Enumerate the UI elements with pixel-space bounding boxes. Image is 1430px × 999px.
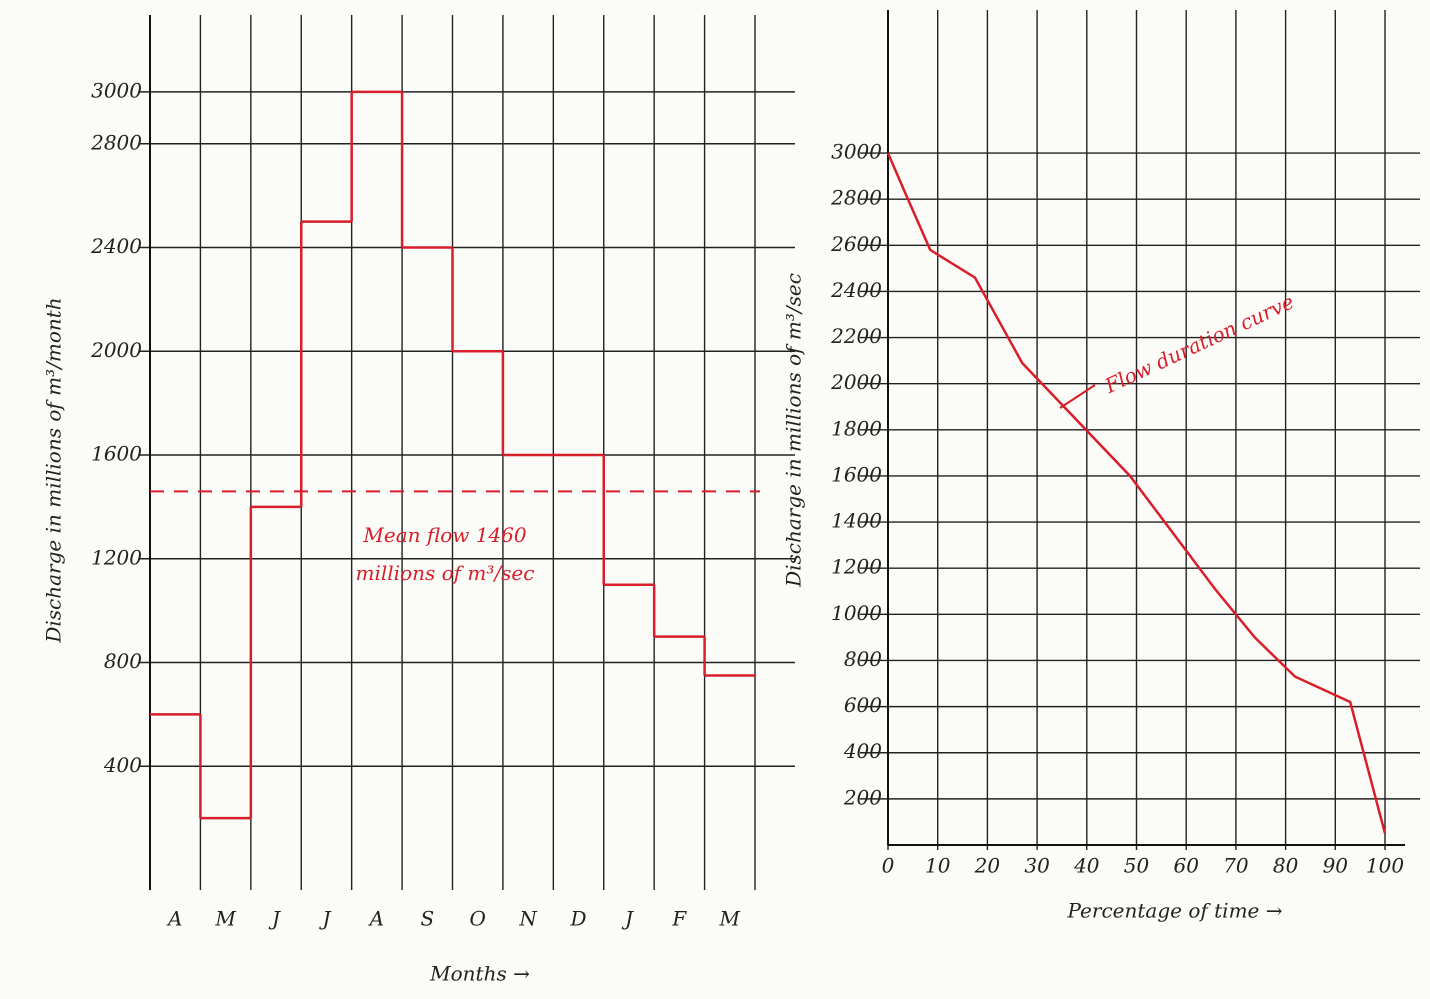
y-tick-label: 2400 bbox=[90, 234, 142, 258]
y-tick-label: 800 bbox=[104, 649, 142, 673]
x-tick-label: A bbox=[368, 907, 384, 931]
curve-annotation: Flow duration curve bbox=[1100, 289, 1297, 398]
x-tick-label: 40 bbox=[1073, 854, 1100, 878]
x-tick-label: J bbox=[268, 907, 281, 931]
y-tick-label: 1400 bbox=[831, 509, 882, 533]
x-tick-label: 80 bbox=[1273, 854, 1299, 878]
x-tick-label: M bbox=[214, 907, 236, 931]
x-tick-label: 10 bbox=[925, 854, 951, 878]
chart-sheet: 400800120016002000240028003000AMJJASONDJ… bbox=[0, 0, 1430, 995]
x-tick-label: 20 bbox=[974, 854, 1001, 878]
y-axis-label: Discharge in millions of m³/month bbox=[42, 297, 66, 643]
mean-annotation: Mean flow 1460 bbox=[362, 523, 527, 547]
y-tick-label: 2600 bbox=[830, 232, 882, 256]
x-tick-label: 30 bbox=[1024, 854, 1050, 878]
x-axis-label: Percentage of time → bbox=[1067, 899, 1283, 923]
y-tick-label: 200 bbox=[843, 785, 882, 809]
x-tick-label: M bbox=[719, 907, 741, 931]
y-tick-label: 1600 bbox=[831, 462, 882, 486]
page: {"chart_data": [ {"type": "step", "categ… bbox=[0, 0, 1430, 995]
y-tick-label: 2000 bbox=[90, 338, 142, 362]
y-tick-label: 3000 bbox=[831, 140, 882, 164]
x-tick-label: D bbox=[570, 907, 587, 931]
x-tick-label: 50 bbox=[1124, 854, 1150, 878]
y-tick-label: 2000 bbox=[830, 370, 882, 394]
y-tick-label: 2800 bbox=[90, 130, 142, 154]
y-tick-label: 2200 bbox=[830, 324, 882, 348]
x-tick-label: S bbox=[420, 907, 434, 931]
x-tick-label: 90 bbox=[1323, 854, 1349, 878]
x-tick-label: J bbox=[318, 907, 331, 931]
y-tick-label: 1200 bbox=[831, 555, 882, 579]
y-tick-label: 600 bbox=[844, 693, 882, 717]
y-tick-label: 3000 bbox=[91, 78, 142, 102]
y-tick-label: 800 bbox=[844, 647, 882, 671]
x-tick-label: N bbox=[518, 907, 538, 931]
y-tick-label: 2800 bbox=[830, 186, 882, 210]
y-tick-label: 1200 bbox=[91, 545, 142, 569]
x-tick-label: A bbox=[166, 907, 182, 931]
x-tick-label: 60 bbox=[1173, 854, 1199, 878]
y-tick-label: 1800 bbox=[831, 416, 882, 440]
x-tick-label: 70 bbox=[1223, 854, 1249, 878]
y-tick-label: 400 bbox=[103, 753, 142, 777]
x-tick-label: 0 bbox=[882, 854, 895, 878]
y-tick-label: 1600 bbox=[91, 442, 142, 466]
y-tick-label: 400 bbox=[843, 739, 882, 763]
x-axis-label: Months → bbox=[429, 962, 530, 986]
x-tick-label: O bbox=[470, 907, 486, 931]
x-tick-label: 100 bbox=[1366, 854, 1404, 878]
x-tick-label: F bbox=[671, 907, 687, 931]
annotation-pointer bbox=[1060, 385, 1095, 408]
y-tick-label: 1000 bbox=[831, 601, 882, 625]
y-tick-label: 2400 bbox=[830, 278, 882, 302]
mean-annotation: millions of m³/sec bbox=[356, 561, 535, 585]
x-tick-label: J bbox=[621, 907, 634, 931]
y-axis-label: Discharge in millions of m³/sec bbox=[782, 273, 806, 588]
